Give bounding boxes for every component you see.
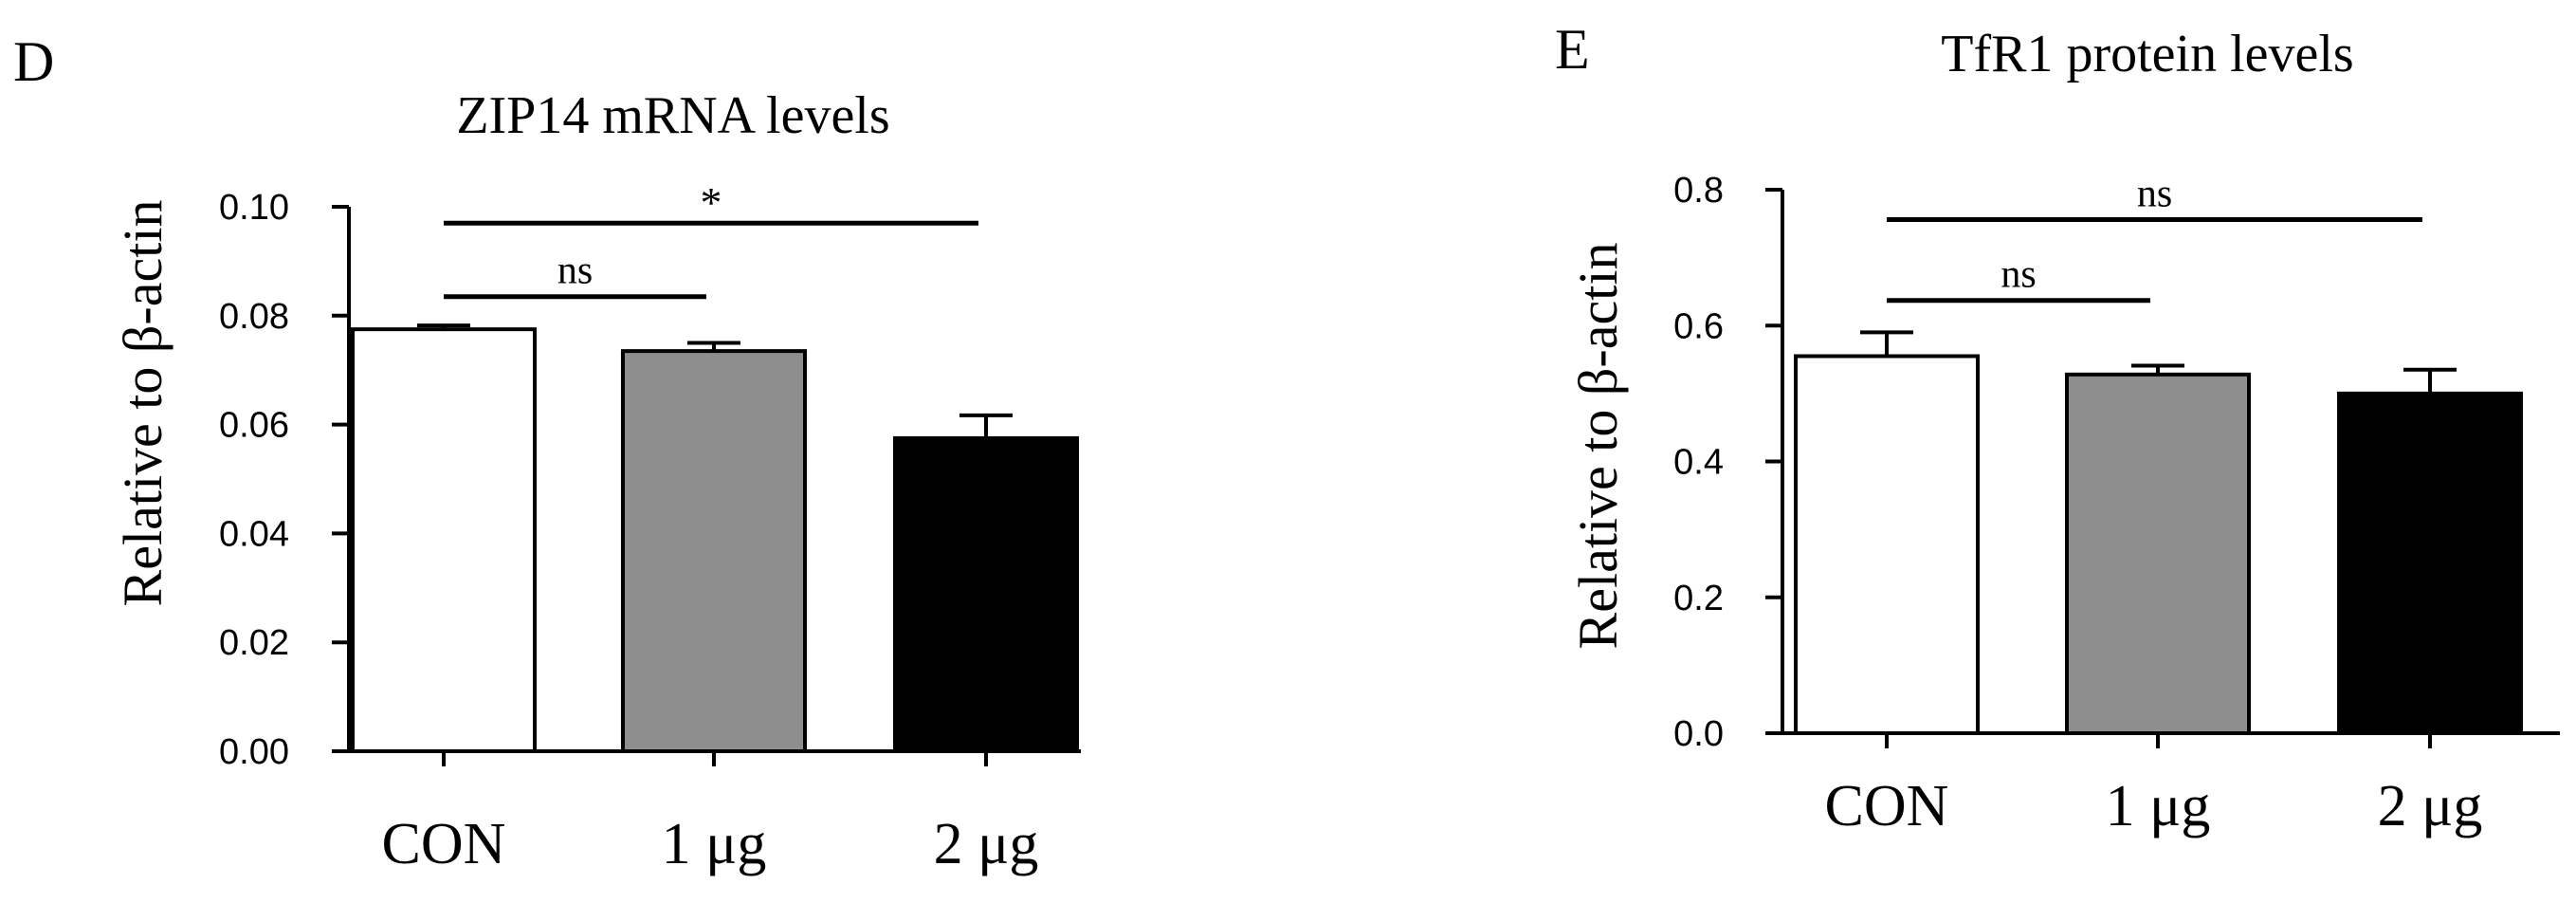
bar [1794, 354, 1980, 735]
y-tick-label: 0.02 [219, 623, 289, 663]
x-tick-label: 1 μg [2106, 774, 2211, 838]
panel-label: D [13, 30, 54, 93]
significance-label: ns [2001, 253, 2036, 297]
x-tick-label: 1 μg [662, 812, 767, 876]
bar [2337, 391, 2523, 735]
y-axis-label: Relative to β-actin [112, 200, 174, 607]
bar [2065, 372, 2251, 735]
y-tick-label: 0.00 [219, 732, 289, 772]
y-tick-label: 0.6 [1673, 306, 1724, 346]
bar [621, 349, 807, 753]
x-tick-label: 2 μg [934, 812, 1039, 876]
annotations: ns ns [1887, 173, 2422, 304]
chart-panel-e: E TfR1 protein levels Relative to β-acti… [1555, 18, 2560, 838]
significance-label: ns [2137, 173, 2172, 216]
y-tick-label: 0.4 [1673, 443, 1724, 483]
y-tick-label: 0.0 [1673, 714, 1724, 754]
significance-label: ns [557, 249, 593, 293]
x-tick-label: CON [1825, 774, 1949, 838]
chart-title: TfR1 protein levels [1941, 25, 2353, 83]
x-tick-label: CON [382, 812, 506, 876]
ticks: 0.00 0.02 0.04 0.06 0.08 0.10 CON 1 μg 2 μg [219, 188, 1038, 876]
ticks: 0.0 0.2 0.4 0.6 0.8 CON 1 μg 2 μg [1673, 171, 2482, 838]
y-tick-label: 0.2 [1673, 579, 1724, 618]
y-tick-label: 0.08 [219, 297, 289, 337]
significance-label: * [701, 178, 722, 227]
bar [351, 327, 537, 753]
y-tick-label: 0.06 [219, 406, 289, 446]
panel-label: E [1555, 18, 1590, 81]
y-tick-label: 0.8 [1673, 171, 1724, 211]
y-axis-label: Relative to β-actin [1567, 243, 1629, 650]
x-tick-label: 2 μg [2378, 774, 2483, 838]
annotations: ns * [444, 178, 978, 300]
y-tick-label: 0.04 [219, 514, 289, 554]
y-tick-label: 0.10 [219, 188, 289, 228]
bars [351, 323, 1079, 753]
chart-title: ZIP14 mRNA levels [456, 86, 889, 145]
bars [1794, 330, 2523, 735]
bar [893, 435, 1079, 753]
chart-panel-d: D ZIP14 mRNA levels Relative to β-actin … [13, 30, 1081, 876]
